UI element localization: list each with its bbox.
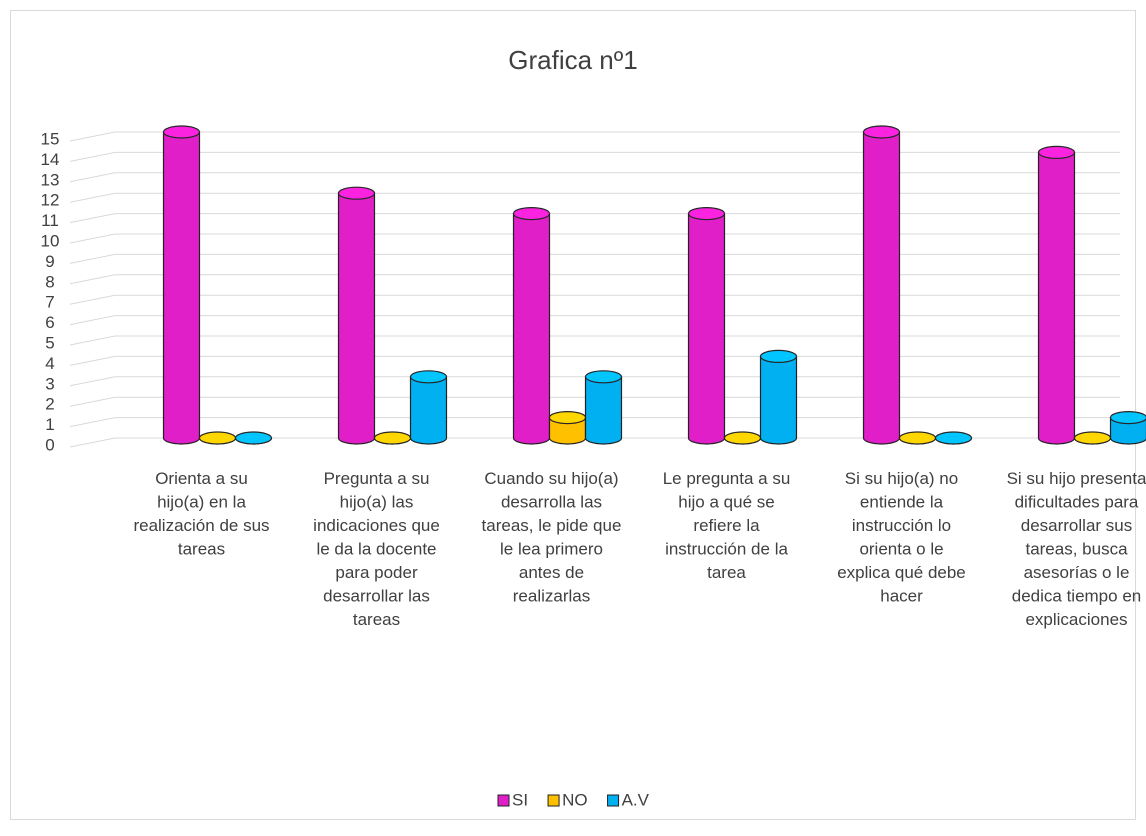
y-tick-label: 0 <box>45 435 54 454</box>
bar-top <box>586 371 622 383</box>
chart-title: Grafica nº1 <box>508 45 637 75</box>
bar <box>236 432 272 444</box>
bar <box>200 432 236 444</box>
y-tick-label: 10 <box>41 231 60 250</box>
bar <box>936 432 972 444</box>
y-tick-label: 11 <box>41 211 59 230</box>
bar <box>514 208 550 444</box>
bar-body <box>864 132 900 444</box>
bar-top <box>864 126 900 138</box>
bar-body <box>689 214 725 444</box>
bar <box>761 350 797 444</box>
bar-top <box>761 350 797 362</box>
bar <box>164 126 200 444</box>
bar <box>339 187 375 444</box>
bar-body <box>1039 152 1075 444</box>
bar <box>1075 432 1111 444</box>
bar-top <box>411 371 447 383</box>
y-tick-label: 6 <box>45 313 54 332</box>
bar-top <box>1039 146 1075 158</box>
y-tick-label: 4 <box>45 354 54 373</box>
y-tick-label: 7 <box>45 293 54 312</box>
bar <box>689 208 725 444</box>
y-tick-label: 8 <box>45 272 54 291</box>
y-tick-label: 9 <box>45 252 54 271</box>
bar-top <box>236 432 272 444</box>
legend-label: NO <box>562 790 588 809</box>
bar-top <box>339 187 375 199</box>
bar-body <box>514 214 550 444</box>
y-tick-label: 13 <box>41 170 60 189</box>
bar-top <box>1075 432 1111 444</box>
legend-label: A.V <box>622 790 650 809</box>
bar-top <box>514 208 550 220</box>
legend-label: SI <box>512 790 528 809</box>
y-tick-label: 14 <box>41 150 60 169</box>
bar-top <box>550 412 586 424</box>
bar-top <box>1111 412 1146 424</box>
bar <box>550 412 586 444</box>
bar-body <box>586 377 622 444</box>
bar-top <box>900 432 936 444</box>
y-tick-label: 2 <box>45 395 54 414</box>
bar-top <box>164 126 200 138</box>
bar <box>411 371 447 444</box>
bar <box>1039 146 1075 444</box>
bar <box>375 432 411 444</box>
bar-body <box>411 377 447 444</box>
bar-top <box>936 432 972 444</box>
bar-body <box>761 356 797 444</box>
bar-body <box>339 193 375 444</box>
y-tick-label: 1 <box>45 415 54 434</box>
bar <box>725 432 761 444</box>
bar <box>864 126 900 444</box>
bar <box>900 432 936 444</box>
y-tick-label: 3 <box>45 374 54 393</box>
bar-top <box>725 432 761 444</box>
bar-top <box>200 432 236 444</box>
legend-swatch <box>498 795 509 806</box>
legend-swatch <box>548 795 559 806</box>
bar-body <box>164 132 200 444</box>
y-tick-label: 15 <box>41 129 60 148</box>
bar-top <box>689 208 725 220</box>
bar <box>1111 412 1146 444</box>
bar-top <box>375 432 411 444</box>
y-tick-label: 5 <box>45 333 54 352</box>
legend-swatch <box>608 795 619 806</box>
y-tick-label: 12 <box>41 191 60 210</box>
bar <box>586 371 622 444</box>
